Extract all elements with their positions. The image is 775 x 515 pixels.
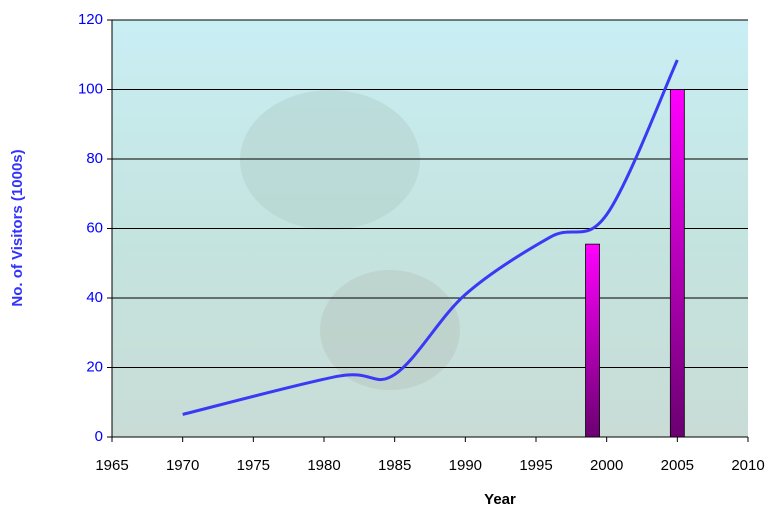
bar xyxy=(585,243,600,438)
y-tick-label: 60 xyxy=(86,219,103,236)
x-tick-label: 1990 xyxy=(449,457,482,474)
y-tick-label: 40 xyxy=(86,289,103,306)
x-tick-label: 2010 xyxy=(731,457,764,474)
y-tick-label: 100 xyxy=(78,80,103,97)
bar xyxy=(669,89,685,438)
y-tick-label: 20 xyxy=(86,358,103,375)
background-shape xyxy=(240,90,420,230)
x-tick-label: 1995 xyxy=(519,457,552,474)
x-tick-label: 2000 xyxy=(590,457,623,474)
y-tick-label: 0 xyxy=(95,428,103,445)
x-tick-label: 1985 xyxy=(378,457,411,474)
line xyxy=(182,59,679,416)
y-tick-label: 120 xyxy=(78,11,103,28)
y-tick-label: 80 xyxy=(86,150,103,167)
y-axis-title: No. of Visitors (1000s) xyxy=(9,149,26,306)
x-tick-label: 1965 xyxy=(95,457,128,474)
x-tick-label: 2005 xyxy=(661,457,694,474)
background-shape xyxy=(320,270,460,390)
x-tick-label: 1970 xyxy=(166,457,199,474)
x-tick-label: 1975 xyxy=(237,457,270,474)
x-tick-label: 1980 xyxy=(307,457,340,474)
x-axis-title: Year xyxy=(484,491,516,508)
